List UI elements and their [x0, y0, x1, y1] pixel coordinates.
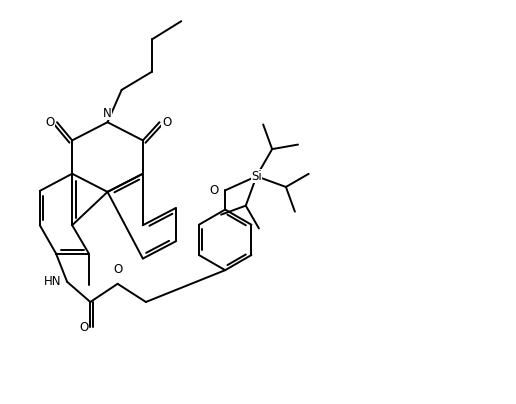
Text: Si: Si	[251, 170, 262, 183]
Text: HN: HN	[43, 275, 61, 288]
Text: O: O	[45, 116, 55, 129]
Text: O: O	[79, 321, 89, 334]
Text: O: O	[210, 184, 219, 197]
Text: N: N	[103, 107, 112, 120]
Text: O: O	[162, 116, 171, 129]
Text: O: O	[113, 263, 122, 276]
